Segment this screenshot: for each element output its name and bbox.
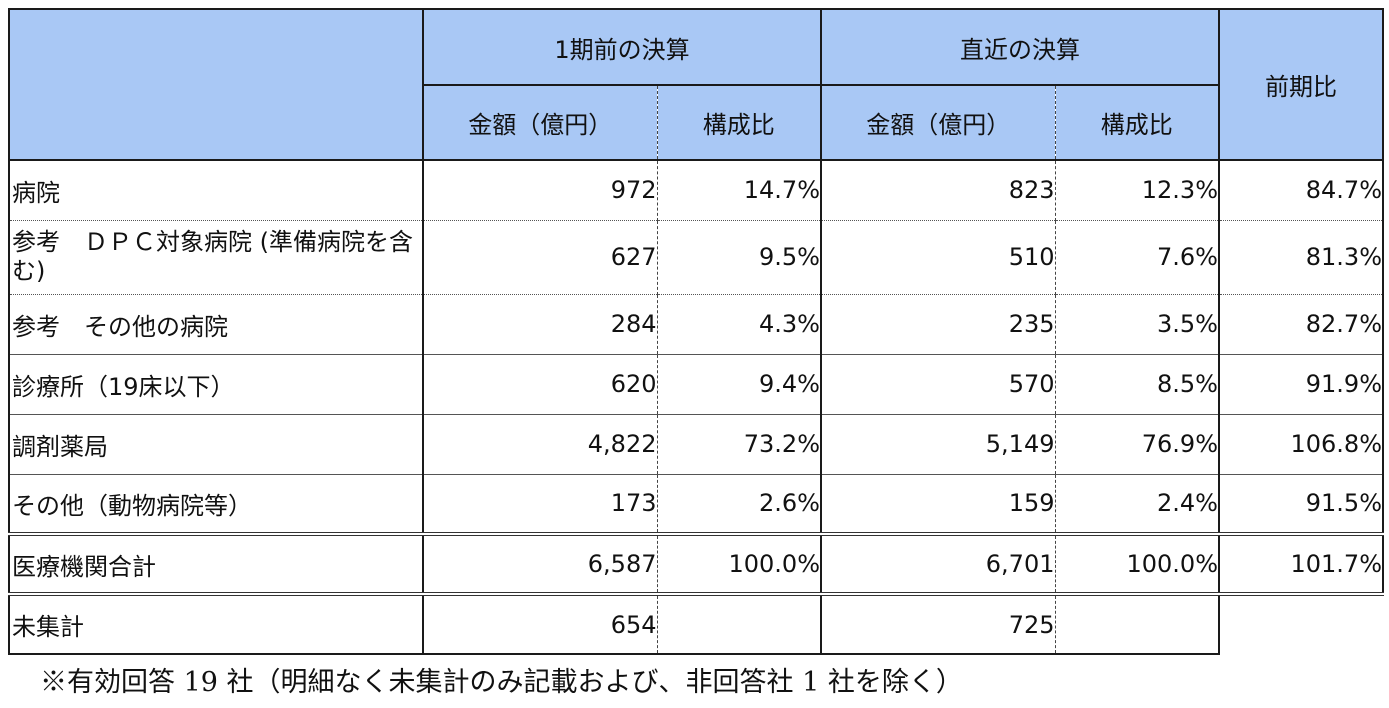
prev-amount-cell: 4,822 xyxy=(422,414,658,475)
recent-amount-cell: 6,701 xyxy=(820,534,1056,596)
prev-share-cell: 100.0% xyxy=(657,534,822,596)
table-row: 参考 ＤＰＣ対象病院 (準備病院を含む) 627 9.5% 510 7.6% 8… xyxy=(8,220,1384,295)
table-row: 参考 その他の病院 284 4.3% 235 3.5% 82.7% xyxy=(8,294,1384,355)
prev-share-cell: 2.6% xyxy=(657,474,822,536)
row-label: その他（動物病院等） xyxy=(8,474,424,536)
settlement-table: 1期前の決算 直近の決算 前期比 金額（億円） 構成比 金額（億円） 構成比 病… xyxy=(8,8,1384,655)
header-prev-amount: 金額（億円） xyxy=(422,84,658,161)
recent-share-cell: 3.5% xyxy=(1055,294,1220,355)
recent-amount-cell: 570 xyxy=(820,354,1056,415)
prev-amount-cell: 284 xyxy=(422,294,658,355)
ratio-cell-empty xyxy=(1218,594,1383,654)
recent-share-cell: 100.0% xyxy=(1055,534,1220,596)
row-label: 参考 ＤＰＣ対象病院 (準備病院を含む) xyxy=(8,220,424,295)
ratio-cell: 91.5% xyxy=(1218,474,1384,536)
prev-share-cell: 9.5% xyxy=(657,220,822,295)
prev-amount-cell: 972 xyxy=(422,160,658,221)
recent-share-cell: 12.3% xyxy=(1055,160,1220,221)
prev-amount-cell: 173 xyxy=(422,474,658,536)
recent-amount-cell: 5,149 xyxy=(820,414,1056,475)
recent-share-cell: 8.5% xyxy=(1055,354,1220,415)
ratio-cell: 91.9% xyxy=(1218,354,1384,415)
header-blank-cell xyxy=(8,8,424,161)
prev-amount-cell: 620 xyxy=(422,354,658,415)
row-label: 診療所（19床以下） xyxy=(8,354,424,415)
table-row: 調剤薬局 4,822 73.2% 5,149 76.9% 106.8% xyxy=(8,414,1384,475)
row-label: 未集計 xyxy=(8,594,424,655)
table-row: 病院 972 14.7% 823 12.3% 84.7% xyxy=(8,160,1384,221)
ratio-cell: 81.3% xyxy=(1218,220,1384,295)
footnote: ※有効回答 19 社（明細なく未集計のみ記載および、非回答社 1 社を除く） xyxy=(40,667,963,698)
ratio-cell: 106.8% xyxy=(1218,414,1384,475)
prev-amount-cell: 627 xyxy=(422,220,658,295)
prev-share-cell: 73.2% xyxy=(657,414,822,475)
header-recent-share: 構成比 xyxy=(1055,84,1220,161)
recent-amount-cell: 725 xyxy=(820,594,1056,655)
recent-share-cell xyxy=(1055,594,1220,655)
prev-amount-cell: 6,587 xyxy=(422,534,658,596)
recent-amount-cell: 159 xyxy=(820,474,1056,536)
table-row-uncounted: 未集計 654 725 xyxy=(8,594,1383,655)
table-row: 診療所（19床以下） 620 9.4% 570 8.5% 91.9% xyxy=(8,354,1384,415)
recent-amount-cell: 823 xyxy=(820,160,1056,221)
prev-amount-cell: 654 xyxy=(422,594,658,655)
prev-share-cell xyxy=(657,594,822,655)
recent-share-cell: 7.6% xyxy=(1055,220,1220,295)
prev-share-cell: 4.3% xyxy=(657,294,822,355)
row-label: 医療機関合計 xyxy=(8,534,424,596)
row-label: 参考 その他の病院 xyxy=(8,294,424,355)
table-row: その他（動物病院等） 173 2.6% 159 2.4% 91.5% xyxy=(8,474,1384,536)
row-label: 調剤薬局 xyxy=(8,414,424,475)
ratio-cell: 101.7% xyxy=(1218,534,1384,596)
recent-share-cell: 2.4% xyxy=(1055,474,1220,536)
ratio-cell: 84.7% xyxy=(1218,160,1384,221)
header-recent-amount: 金額（億円） xyxy=(820,84,1056,161)
recent-amount-cell: 510 xyxy=(820,220,1056,295)
prev-share-cell: 9.4% xyxy=(657,354,822,415)
ratio-cell: 82.7% xyxy=(1218,294,1384,355)
recent-share-cell: 76.9% xyxy=(1055,414,1220,475)
header-ratio: 前期比 xyxy=(1218,8,1384,161)
row-label: 病院 xyxy=(8,160,424,221)
header-prev-settlement: 1期前の決算 xyxy=(422,8,822,86)
header-recent-settlement: 直近の決算 xyxy=(820,8,1220,86)
recent-amount-cell: 235 xyxy=(820,294,1056,355)
header-prev-share: 構成比 xyxy=(657,84,822,161)
table-row-total: 医療機関合計 6,587 100.0% 6,701 100.0% 101.7% xyxy=(8,534,1384,596)
prev-share-cell: 14.7% xyxy=(657,160,822,221)
